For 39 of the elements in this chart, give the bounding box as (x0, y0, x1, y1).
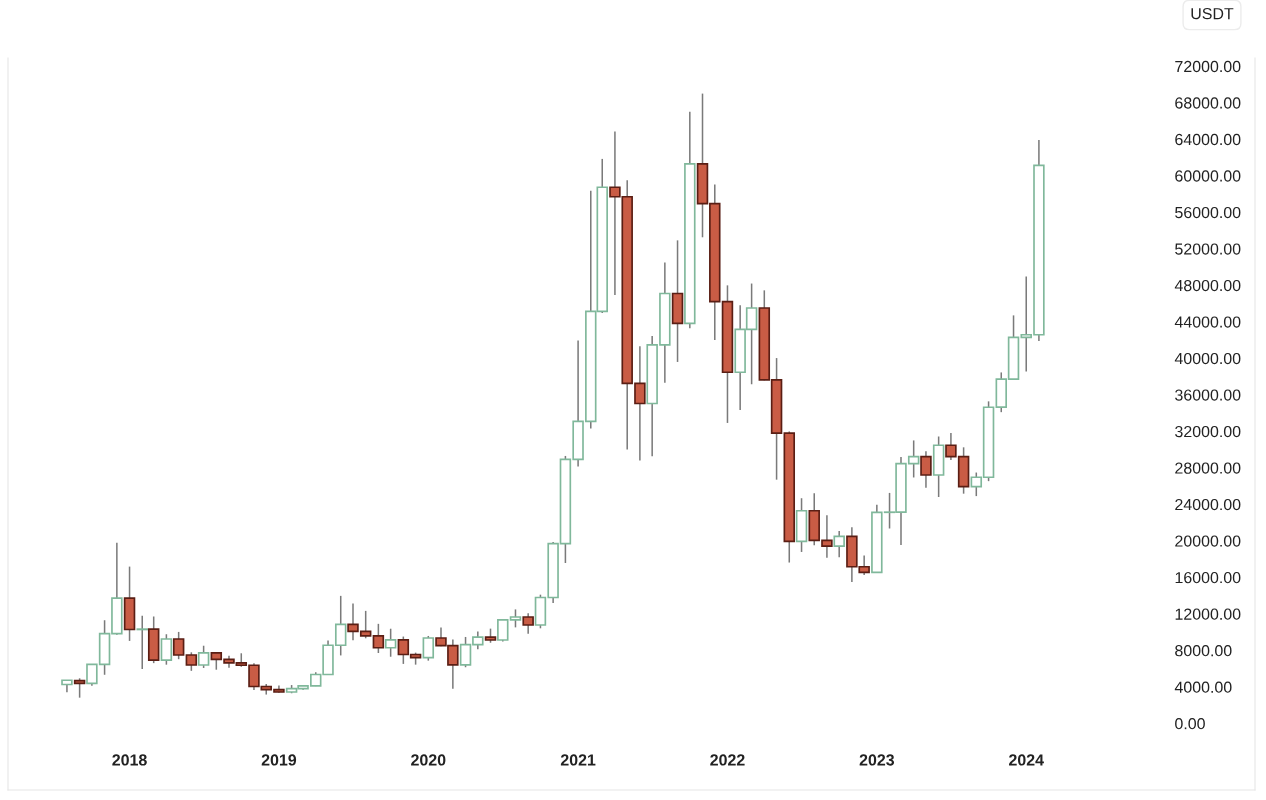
candlestick (833, 530, 845, 559)
candlestick (185, 651, 198, 672)
y-tick-label: 72000.00 (1175, 60, 1241, 73)
y-tick-label: 60000.00 (1175, 170, 1241, 182)
y-tick-label: 52000.00 (1175, 243, 1241, 255)
candlestick (920, 450, 932, 489)
candlestick (136, 615, 148, 670)
candlestick (422, 635, 435, 662)
y-tick-label: 8000.00 (1175, 644, 1232, 657)
candlestick (197, 644, 210, 669)
y-tick-label: 4000.00 (1174, 681, 1232, 693)
candlestick (372, 623, 385, 654)
candlestick (172, 631, 185, 660)
y-tick-label: 36000.00 (1175, 389, 1241, 401)
x-tick-label: 2024 (1009, 754, 1044, 766)
y-tick-label: 48000.00 (1174, 279, 1241, 292)
x-tick-label: 2020 (411, 754, 446, 766)
y-tick-label: 16000.00 (1175, 571, 1241, 584)
x-tick-label: 2023 (859, 754, 895, 766)
candlestick (522, 612, 534, 635)
y-tick-label: 40000.00 (1174, 352, 1241, 365)
y-tick-label: 0.00 (1175, 718, 1205, 730)
y-tick-label: 28000.00 (1175, 462, 1241, 474)
x-tick-label: 2022 (710, 754, 745, 766)
y-tick-label: 12000.00 (1175, 608, 1241, 620)
candlestick (73, 677, 86, 699)
y-axis-title: USDT (1191, 7, 1234, 20)
candlestick (160, 633, 173, 666)
y-tick-label: 24000.00 (1175, 498, 1241, 511)
y-tick-label: 32000.00 (1175, 425, 1241, 438)
y-tick-label: 56000.00 (1175, 206, 1241, 219)
y-tick-label: 64000.00 (1175, 133, 1241, 146)
y-tick-label: 68000.00 (1175, 97, 1241, 109)
x-tick-label: 2019 (261, 754, 297, 766)
x-tick-label: 2021 (560, 754, 596, 766)
x-tick-label: 2018 (112, 754, 147, 766)
y-tick-label: 44000.00 (1174, 316, 1241, 328)
y-tick-label: 20000.00 (1175, 535, 1241, 547)
candlestick (384, 627, 397, 658)
